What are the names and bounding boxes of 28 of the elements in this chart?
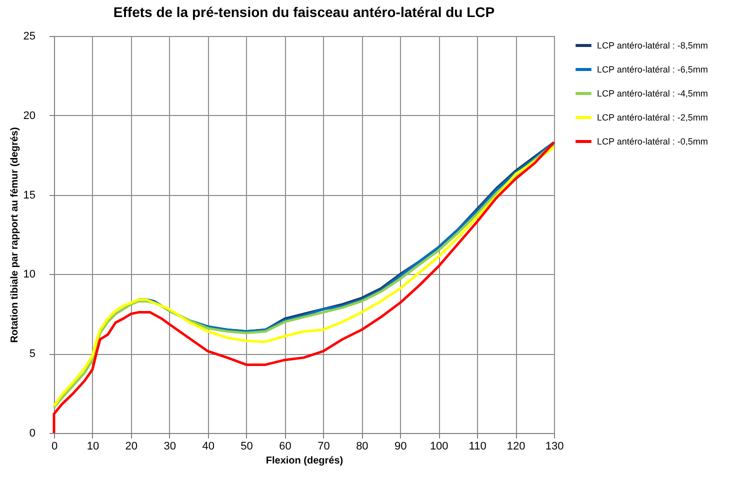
x-tick-label: 80 [356,440,368,452]
x-tick-label: 70 [318,440,330,452]
legend-label: LCP antéro-latéral : -6,5mm [597,64,708,74]
y-tick-label: 10 [23,268,36,281]
legend-label: LCP antéro-latéral : -0,5mm [597,136,708,146]
y-tick-label: 0 [29,428,36,440]
x-tick-label: 30 [164,440,176,452]
x-tick-label: 90 [394,440,407,452]
legend-label: LCP antéro-latéral : -2,5mm [597,112,708,122]
x-tick-label: 120 [506,440,526,452]
y-tick-label: 20 [23,110,36,122]
x-tick-label: 0 [51,440,58,452]
x-tick-label: 130 [545,440,564,452]
x-tick-label: 20 [125,440,138,452]
x-tick-label: 60 [279,440,292,452]
x-tick-label: 50 [240,440,253,452]
legend-label: LCP antéro-latéral : -8,5mm [597,40,708,50]
y-tick-label: 5 [29,348,36,360]
x-tick-label: 40 [202,440,214,452]
chart-title: Effets de la pré-tension du faisceau antéro-latéral du LCP [113,4,495,20]
x-tick-label: 100 [430,440,448,452]
x-axis-title: Flexion (degrés) [266,456,344,466]
y-axis-title: Rotation tibiale par rapport au fémur (degrés) [9,127,20,343]
x-tick-label: 10 [86,440,100,452]
legend-label: LCP antéro-latéral : -4,5mm [597,88,708,98]
y-tick-label: 25 [23,30,36,42]
x-tick-label: 110 [468,440,486,452]
y-tick-label: 15 [23,189,36,202]
